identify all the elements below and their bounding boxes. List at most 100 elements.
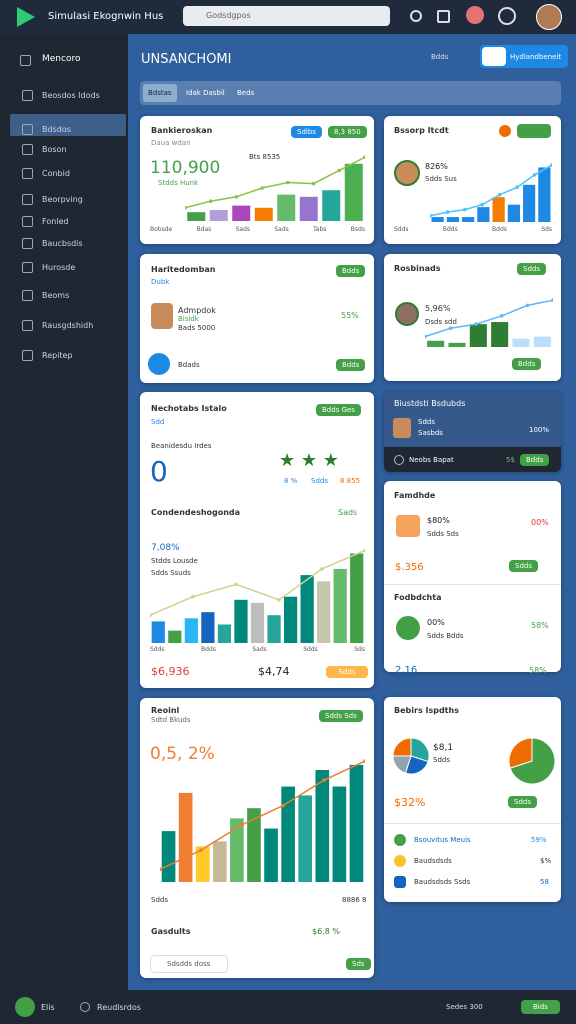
trend-point bbox=[320, 567, 324, 571]
pill[interactable]: Bdds Ges bbox=[316, 404, 361, 416]
pill[interactable]: Sdds Sds bbox=[319, 710, 363, 722]
bar bbox=[283, 596, 298, 643]
pie-slice bbox=[410, 738, 429, 763]
menu-item[interactable]: Baucbsdis bbox=[42, 239, 83, 248]
chart bbox=[160, 759, 365, 882]
icon bbox=[148, 353, 170, 375]
divider bbox=[384, 823, 561, 824]
icon[interactable] bbox=[437, 10, 450, 23]
icon[interactable] bbox=[499, 125, 511, 137]
menu-item[interactable]: Fonled bbox=[42, 217, 69, 226]
bar bbox=[264, 828, 278, 882]
bar bbox=[477, 207, 490, 222]
trend-point bbox=[337, 168, 342, 173]
axis-label: Bdas bbox=[196, 226, 212, 233]
trend-point bbox=[474, 322, 478, 326]
search-box[interactable] bbox=[183, 6, 390, 26]
pill[interactable]: Bdds bbox=[336, 265, 366, 277]
menu-icon bbox=[22, 238, 33, 249]
label: Beanidesdu Irdes bbox=[151, 442, 212, 450]
icon[interactable] bbox=[410, 10, 422, 22]
axis: Bobsde Bdas Sads Sads Tabs Bsds bbox=[150, 226, 365, 233]
bar bbox=[217, 624, 232, 643]
menu-item[interactable]: Hurosde bbox=[42, 263, 76, 272]
menu-item[interactable]: Beoms bbox=[42, 291, 70, 300]
trend-point bbox=[515, 185, 519, 190]
header-button-label: Hydlandbeneit bbox=[510, 53, 562, 61]
bar bbox=[230, 818, 244, 882]
pie-slice bbox=[509, 738, 533, 769]
big-number: 0,5, 2% bbox=[150, 744, 215, 764]
menu-item[interactable]: Repitep bbox=[42, 351, 73, 360]
filter-bar[interactable] bbox=[140, 81, 561, 105]
bar bbox=[184, 618, 198, 643]
bar bbox=[195, 846, 210, 882]
bar bbox=[469, 324, 487, 347]
button[interactable]: Bids bbox=[521, 1000, 560, 1014]
trend-point bbox=[500, 314, 504, 318]
trend-point bbox=[234, 582, 238, 587]
menu-icon bbox=[22, 320, 33, 331]
pill[interactable]: Sdlbs bbox=[291, 126, 322, 138]
trend-point bbox=[525, 303, 530, 308]
bar bbox=[462, 217, 475, 222]
icon[interactable] bbox=[466, 6, 484, 24]
icon[interactable] bbox=[15, 997, 35, 1017]
stars: ★ ★ ★ bbox=[279, 450, 339, 471]
sub: Sdds Sus bbox=[425, 175, 457, 183]
avatar[interactable] bbox=[536, 4, 562, 30]
button[interactable]: Bdds bbox=[512, 358, 542, 370]
bottom-item: Reudlsrdos bbox=[97, 1003, 141, 1012]
avatar bbox=[394, 160, 420, 186]
card-subtitle: Dubk bbox=[151, 278, 170, 286]
axis-label: Sdds bbox=[150, 646, 165, 653]
icon bbox=[394, 876, 406, 888]
menu-icon[interactable] bbox=[20, 55, 31, 66]
trend-point bbox=[363, 548, 365, 553]
axis-label: 8886 8 bbox=[342, 896, 367, 904]
icon bbox=[396, 616, 420, 640]
pill[interactable]: 8,3 850 bbox=[328, 126, 367, 138]
button[interactable]: Sdds bbox=[508, 796, 537, 808]
bar bbox=[299, 196, 318, 221]
pill[interactable]: Sdds bbox=[517, 263, 546, 275]
page-title: UNSANCHOMI bbox=[141, 52, 232, 67]
button[interactable]: Sdds bbox=[509, 560, 538, 572]
menu-item[interactable]: Beorpving bbox=[42, 195, 83, 204]
button[interactable]: Bdds bbox=[520, 454, 550, 466]
search-box[interactable] bbox=[150, 955, 228, 973]
menu-item[interactable]: Rausgdshidh bbox=[42, 321, 94, 330]
name: Sdds bbox=[418, 418, 435, 426]
bar bbox=[281, 786, 295, 882]
pie-slice bbox=[393, 738, 412, 757]
big-number: 0 bbox=[150, 455, 168, 488]
button[interactable]: Sds bbox=[346, 958, 371, 970]
bar bbox=[267, 615, 281, 643]
sidebar-title: Mencoro bbox=[42, 54, 81, 64]
list-name: Baudsdsds bbox=[414, 857, 452, 865]
bar bbox=[322, 190, 341, 221]
trend-point bbox=[445, 210, 450, 214]
filter-chip[interactable] bbox=[143, 84, 177, 102]
bar bbox=[431, 217, 444, 222]
button[interactable] bbox=[517, 124, 551, 138]
avatar bbox=[393, 418, 411, 438]
trend-line bbox=[425, 299, 553, 338]
trend-point bbox=[480, 202, 485, 207]
card-subtitle: Sdd bbox=[151, 418, 165, 426]
percent: 7,08% bbox=[151, 543, 180, 553]
menu-item[interactable]: Conbid bbox=[42, 169, 70, 178]
sub: Stdds Lousde bbox=[151, 557, 198, 565]
menu-item[interactable]: Boson bbox=[42, 145, 67, 154]
menu-item[interactable]: Bdsdos bbox=[42, 125, 71, 134]
trend-point bbox=[463, 207, 467, 212]
axis-label: Sdds bbox=[303, 646, 318, 653]
button[interactable]: Bdds bbox=[336, 359, 366, 371]
trend-point bbox=[185, 206, 187, 210]
bar bbox=[538, 167, 551, 222]
icon[interactable] bbox=[498, 7, 516, 25]
pill[interactable]: Sdds bbox=[326, 666, 368, 678]
trend-point bbox=[550, 163, 552, 167]
menu-item[interactable]: Beosdos Idods bbox=[42, 91, 100, 100]
axis-label: Sdds bbox=[394, 226, 409, 233]
